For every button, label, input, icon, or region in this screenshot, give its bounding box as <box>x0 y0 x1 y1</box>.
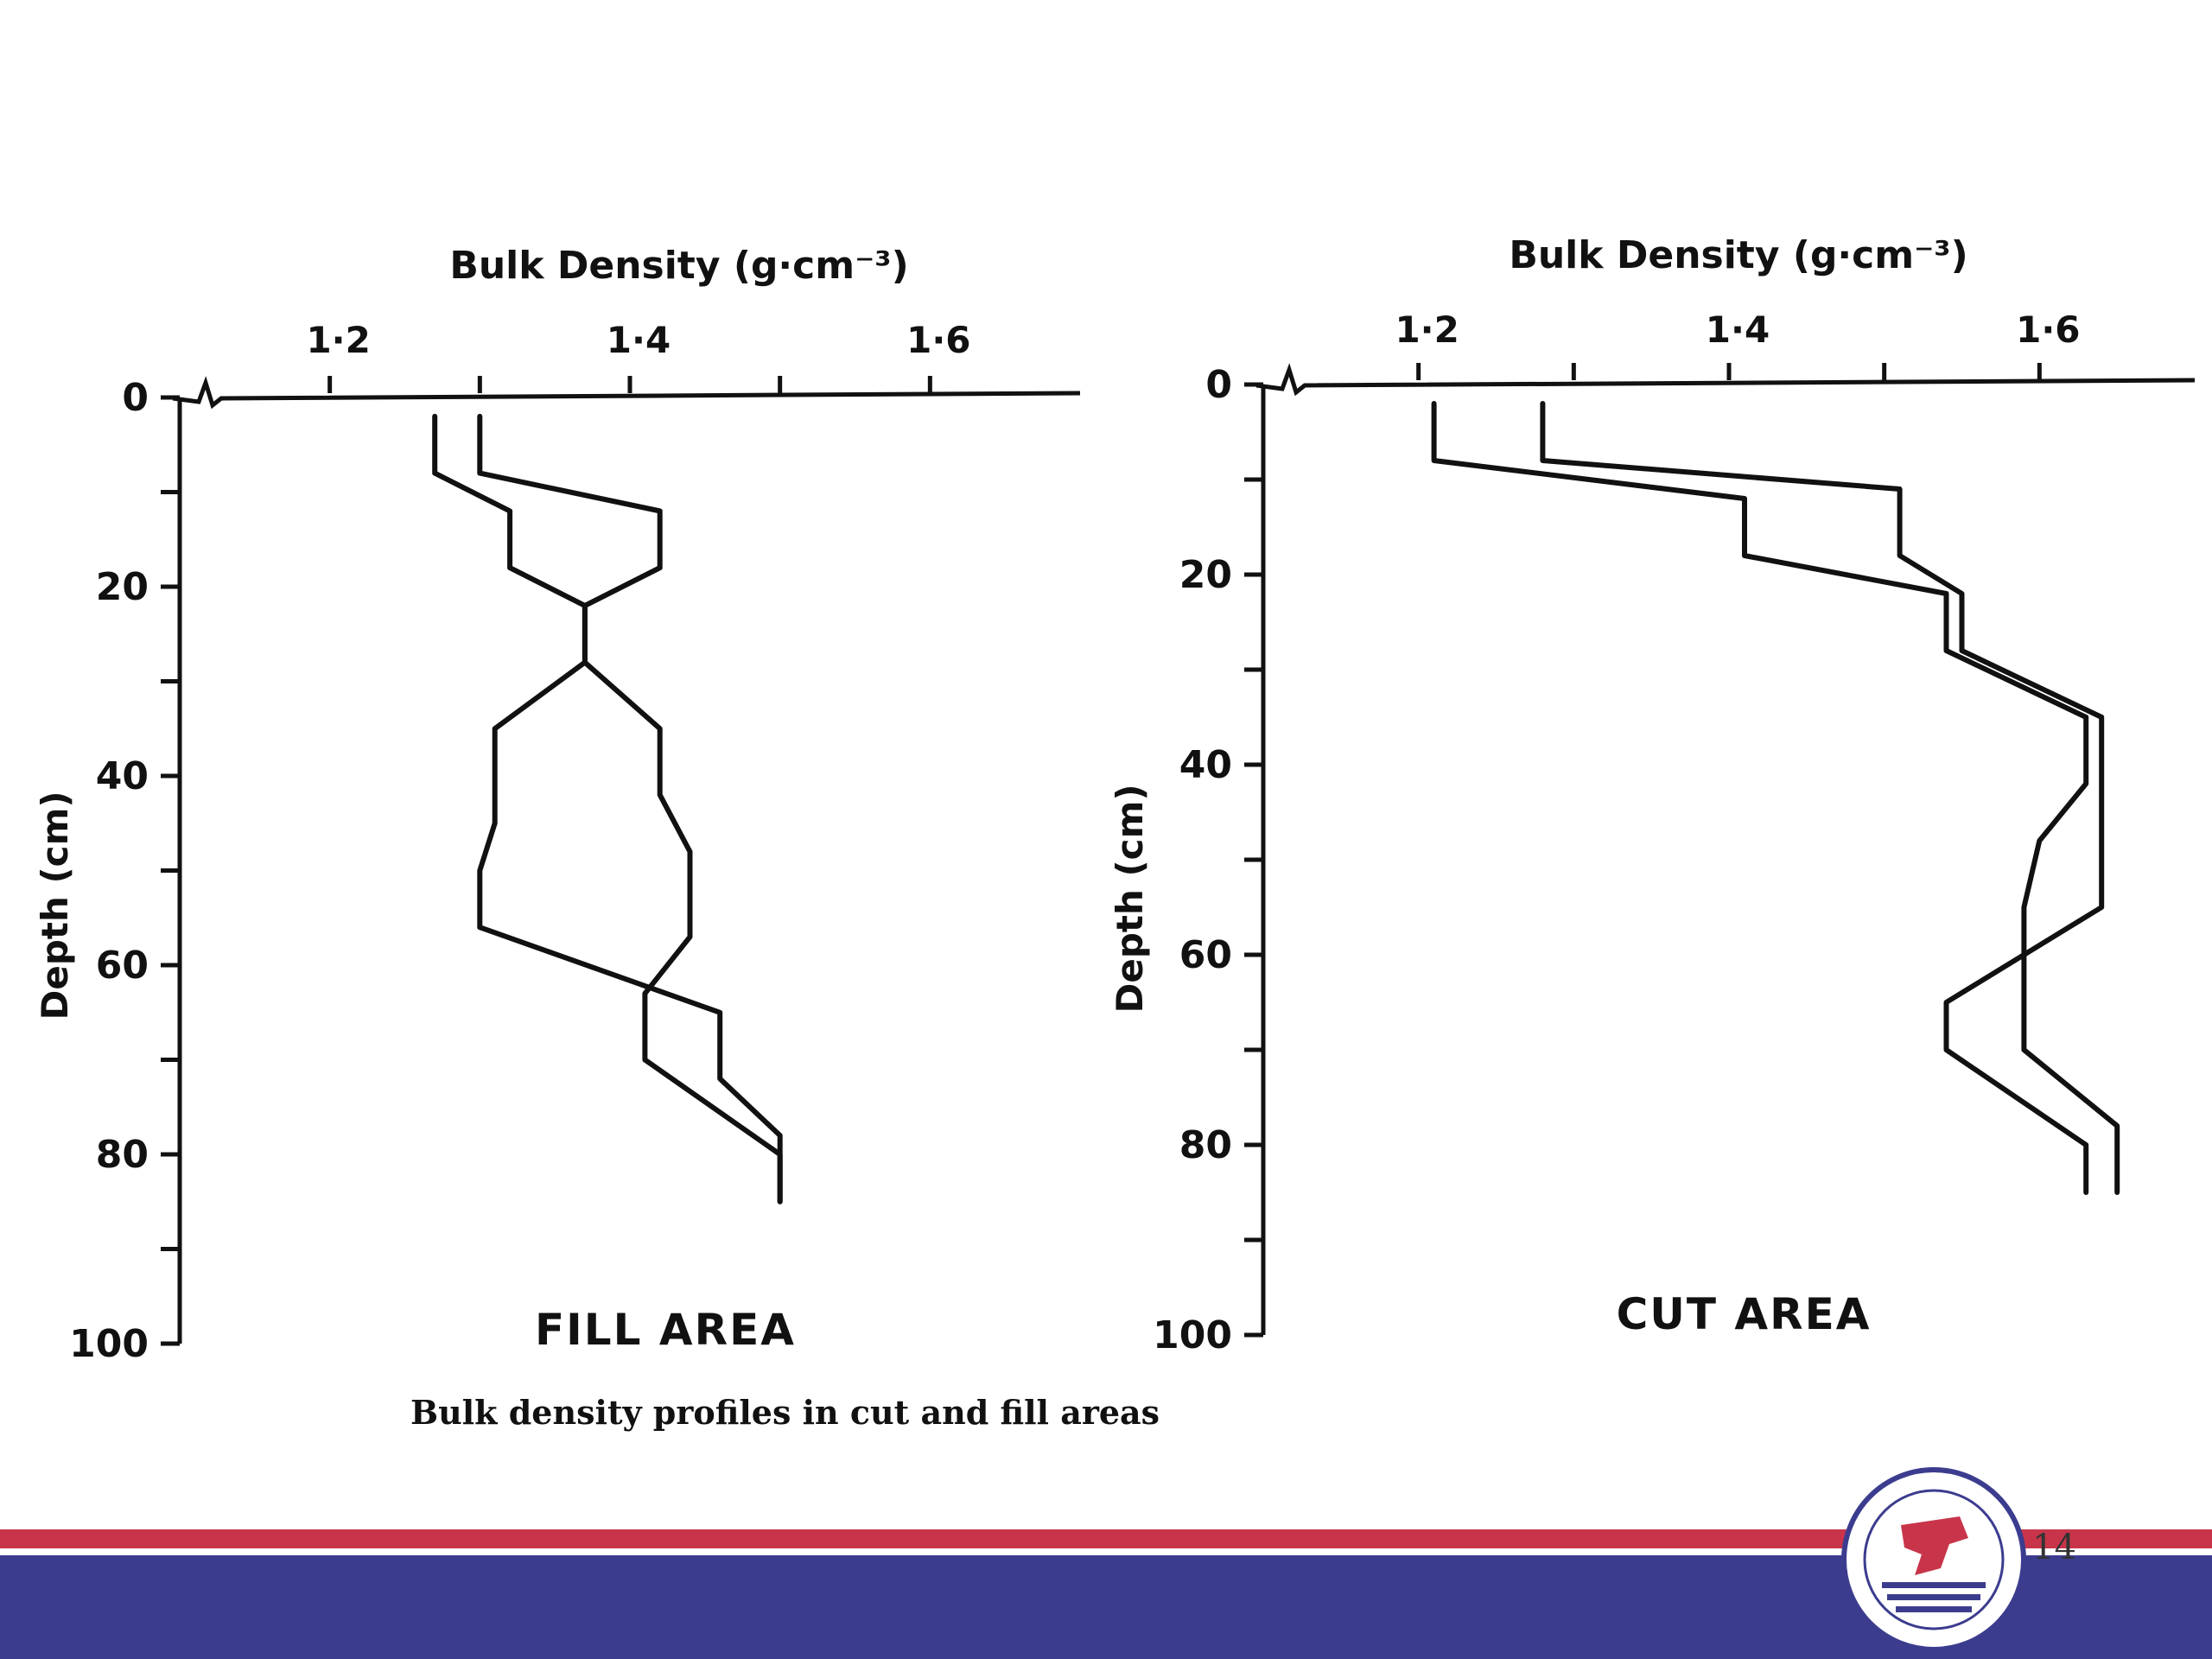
series-line-1 <box>432 413 783 1205</box>
x-tick-label: 1·4 <box>607 319 671 361</box>
y-tick-label: 80 <box>96 1133 149 1177</box>
y-tick-label: 100 <box>1153 1313 1232 1357</box>
area-label: FILL AREA <box>535 1305 796 1355</box>
x-tick-label: 1·6 <box>906 319 970 361</box>
figure-caption: Bulk density profiles in cut and fill ar… <box>410 1393 1160 1432</box>
series-line-1 <box>1431 401 2120 1195</box>
series-line-2 <box>477 413 783 1205</box>
y-axis-title: Depth (cm) <box>1109 784 1151 1013</box>
y-tick-label: 20 <box>1179 553 1232 597</box>
y-tick-label: 40 <box>1179 743 1232 787</box>
y-tick-label: 60 <box>1179 933 1232 977</box>
x-axis-title: Bulk Density (g·cm⁻³) <box>449 244 908 288</box>
x-tick-label: 1·4 <box>1706 308 1770 351</box>
area-label: CUT AREA <box>1617 1289 1872 1339</box>
university-logo-icon <box>1841 1467 2026 1652</box>
y-tick-label: 60 <box>96 944 149 988</box>
x-tick-label: 1·2 <box>1395 308 1459 351</box>
y-tick-label: 80 <box>1179 1123 1232 1167</box>
series-line-2 <box>1540 401 2105 1195</box>
y-tick-label: 100 <box>69 1322 149 1366</box>
x-axis-title: Bulk Density (g·cm⁻³) <box>1509 233 1967 277</box>
y-tick-label: 40 <box>96 754 149 798</box>
page-number: 14 <box>2032 1528 2076 1567</box>
fill-area-chart: Bulk Density (g·cm⁻³) Depth (cm) FILL AR… <box>34 244 1081 1366</box>
x-axis-line <box>172 376 1081 410</box>
y-axis-title: Depth (cm) <box>34 791 76 1020</box>
y-tick-label: 20 <box>96 565 149 609</box>
x-tick-label: 1·2 <box>306 319 370 361</box>
x-axis-line <box>1255 363 2196 397</box>
footer-red-stripe <box>0 1529 2212 1548</box>
y-tick-label: 0 <box>122 376 149 420</box>
x-tick-label: 1·6 <box>2016 308 2080 351</box>
cut-area-chart: Bulk Density (g·cm⁻³) Depth (cm) CUT ARE… <box>1109 233 2196 1357</box>
y-tick-label: 0 <box>1205 363 1232 407</box>
